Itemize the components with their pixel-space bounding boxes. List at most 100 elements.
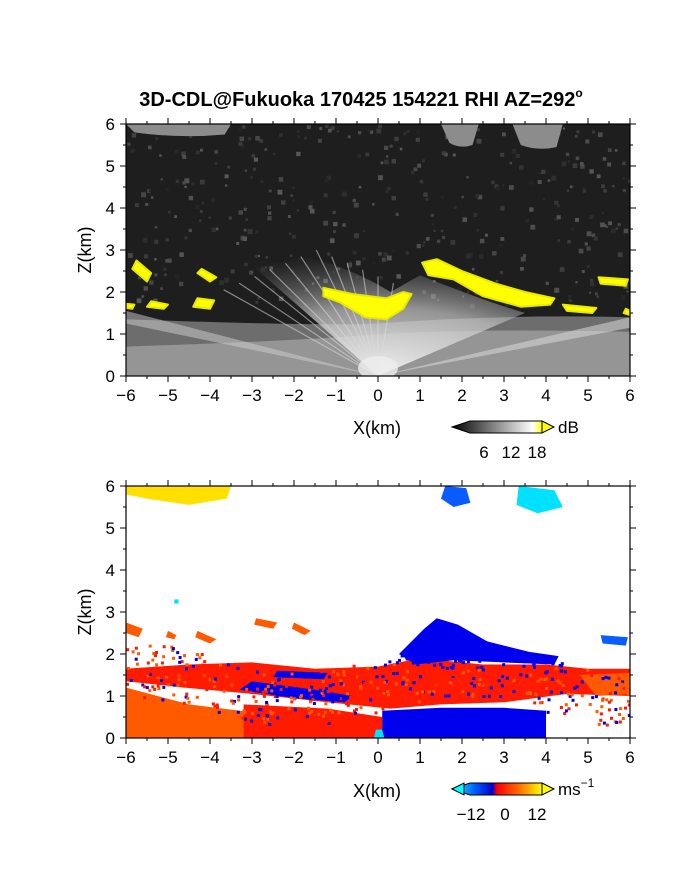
noise-pixel — [308, 205, 313, 210]
velocity-pixel — [373, 666, 377, 670]
velocity-pixel — [549, 658, 552, 662]
velocity-pixel — [265, 703, 269, 707]
velocity-pixel — [153, 687, 157, 691]
velocity-pixel — [202, 674, 206, 678]
noise-pixel — [242, 125, 246, 129]
noise-pixel — [304, 136, 307, 140]
velocity-pixel — [390, 689, 394, 693]
velocity-pixel — [409, 687, 413, 691]
noise-pixel — [520, 256, 526, 262]
noise-pixel — [138, 276, 141, 280]
velocity-pixel — [493, 693, 497, 697]
noise-pixel — [357, 154, 362, 159]
velocity-pixel — [627, 699, 630, 703]
noise-pixel — [423, 241, 426, 244]
noise-pixel — [419, 179, 424, 184]
strong-echo — [196, 267, 218, 283]
noise-pixel — [245, 218, 248, 221]
velocity-pixel — [433, 663, 437, 667]
velocity-pixel — [257, 705, 261, 709]
velocity-pixel — [452, 663, 456, 667]
velocity-pixel — [264, 690, 268, 694]
noise-pixel — [441, 195, 444, 199]
velocity-pixel — [614, 691, 618, 695]
noise-pixel — [290, 194, 293, 197]
y-tick-label: 2 — [106, 645, 115, 664]
noise-pixel — [165, 259, 169, 263]
colorbar-tick: −12 — [457, 805, 486, 824]
velocity-pixel — [359, 685, 362, 688]
y-tick-label: 3 — [106, 603, 115, 622]
noise-pixel — [151, 196, 154, 199]
noise-pixel — [593, 236, 598, 241]
noise-pixel — [600, 222, 605, 228]
x-tick-label: 0 — [373, 386, 382, 405]
noise-pixel — [148, 189, 152, 193]
velocity-pixel — [237, 695, 241, 699]
noise-pixel — [278, 296, 284, 302]
velocity-axes: −6 −5 −4 −3 −2 −1 0 1 2 3 4 5 6 0 1 2 3 4 5 6 — [106, 477, 636, 767]
velocity-pixel — [477, 668, 481, 672]
velocity-pixel — [326, 690, 330, 694]
velocity-pixel — [571, 698, 575, 702]
velocity-pixel — [344, 670, 348, 674]
velocity-pixel — [529, 673, 533, 677]
beam-ray — [126, 310, 378, 376]
velocity-pixel — [610, 716, 613, 720]
velocity-pixel — [156, 676, 160, 680]
velocity-pixel — [427, 697, 431, 701]
velocity-pixel — [548, 675, 551, 679]
velocity-pixel — [177, 674, 181, 678]
strong-echo — [322, 286, 413, 321]
noise-pixel — [251, 154, 255, 158]
noise-pixel — [500, 237, 505, 241]
velocity-pixel — [441, 665, 445, 669]
beam-ray — [223, 289, 379, 376]
noise-pixel — [576, 130, 580, 134]
velocity-pixel — [212, 679, 216, 683]
noise-pixel — [568, 299, 572, 303]
noise-pixel — [279, 133, 283, 137]
velocity-pixel — [180, 660, 184, 664]
high-cloud-echo — [126, 124, 231, 137]
velocity-pixel — [146, 674, 150, 678]
noise-pixel — [143, 254, 149, 259]
velocity-pixel — [321, 679, 325, 683]
velocity-features — [126, 486, 630, 738]
velocity-pixel — [285, 684, 289, 688]
velocity-pixel — [236, 710, 240, 714]
noise-pixel — [596, 174, 601, 179]
velocity-pixel — [176, 683, 180, 687]
velocity-pixel — [522, 667, 526, 671]
velocity-pixel — [388, 660, 392, 664]
x-tick-label: −2 — [284, 748, 303, 767]
noise-pixel — [406, 130, 410, 133]
velocity-pixel — [458, 693, 461, 697]
velocity-pixel — [614, 708, 618, 711]
velocity-pixel — [373, 689, 376, 693]
velocity-pixel — [273, 695, 277, 699]
velocity-pixel — [404, 683, 408, 687]
noise-pixel — [224, 184, 228, 187]
noise-pixel — [582, 187, 586, 191]
velocity-pixel — [338, 697, 342, 701]
velocity-pixel — [161, 698, 165, 702]
velocity-region — [441, 486, 471, 507]
velocity-pixel — [427, 690, 431, 694]
noise-pixel — [296, 130, 300, 133]
velocity-pixel — [178, 656, 182, 659]
velocity-pixel — [415, 678, 419, 682]
noise-pixel — [567, 160, 570, 163]
noise-pixel — [214, 150, 218, 154]
velocity-pixel — [148, 689, 152, 693]
noise-pixel — [333, 230, 336, 233]
velocity-pixel — [344, 702, 348, 706]
velocity-pixel — [381, 674, 385, 678]
noise-pixel — [607, 162, 612, 167]
velocity-region — [579, 672, 630, 696]
noise-pixel — [242, 236, 247, 241]
velocity-pixel — [454, 659, 458, 663]
velocity-pixel — [400, 654, 404, 658]
velocity-pixel — [568, 694, 572, 698]
noise-pixel — [167, 210, 171, 214]
